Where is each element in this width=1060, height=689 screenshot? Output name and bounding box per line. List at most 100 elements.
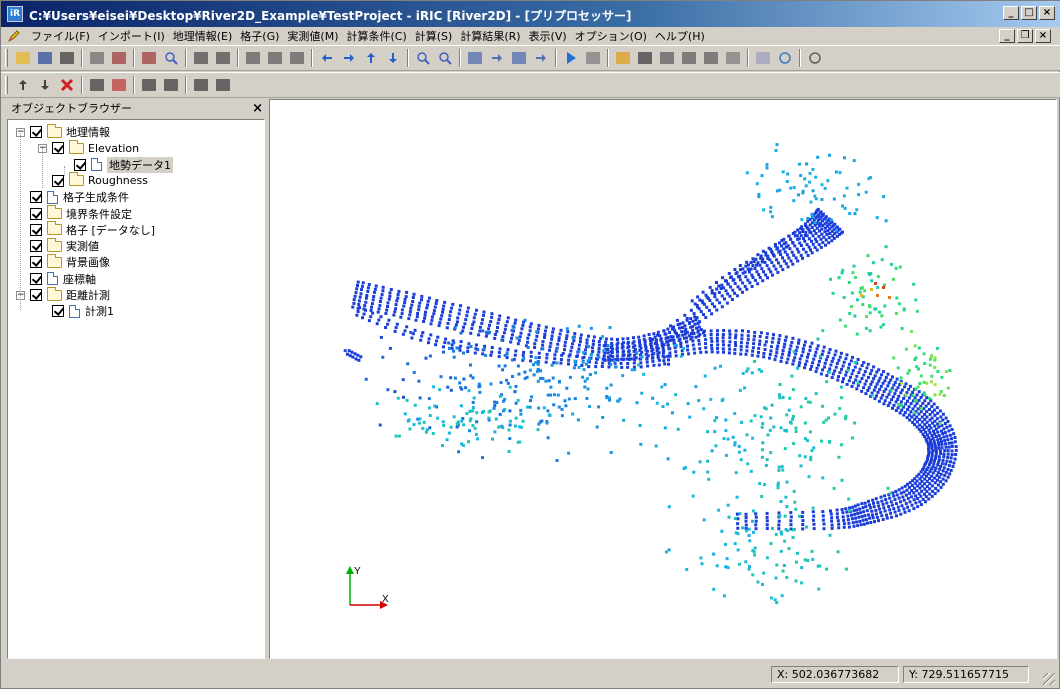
maximize-button[interactable]: □ [1021,6,1037,20]
toolbar-grip[interactable] [5,49,8,67]
remove-line-icon[interactable] [213,75,233,95]
tree-item[interactable]: 格子生成条件 [16,189,129,205]
move-down-icon[interactable] [35,75,55,95]
zoom-fit-icon[interactable] [161,48,181,68]
visibility-checkbox[interactable] [30,289,42,301]
settings-icon[interactable] [775,48,795,68]
tree-item[interactable]: − Elevation [38,139,139,156]
toolbar-grip[interactable] [5,76,8,94]
zoom-in-icon[interactable] [413,48,433,68]
visibility-checkbox[interactable] [52,174,64,187]
visibility-checkbox[interactable] [52,305,64,318]
rotate-x-icon[interactable] [243,48,263,68]
minimize-button[interactable]: _ [1003,6,1019,20]
select-point-icon[interactable] [87,75,107,95]
zoom-out-icon[interactable] [435,48,455,68]
elevation-point-cloud[interactable]: YX [270,100,1056,658]
resize-grip[interactable] [1043,673,1055,685]
menu-file[interactable]: ファイル(F) [31,30,90,43]
elevation-point [487,418,491,422]
tree-item[interactable]: − 地理情報 [16,123,110,140]
menu-help[interactable]: ヘルプ(H) [654,30,705,43]
menu-calc-result[interactable]: 計算結果(R) [460,30,521,43]
narrow-h-icon[interactable] [487,48,507,68]
pan-left-icon[interactable] [317,48,337,68]
delete-icon[interactable] [57,75,77,95]
tree-item[interactable]: 実測値 [16,237,99,254]
axis-xy-icon[interactable] [213,48,233,68]
child-minimize-button[interactable]: _ [999,29,1015,43]
close-button[interactable]: × [1039,6,1055,20]
child-close-button[interactable]: × [1035,29,1051,43]
visibility-checkbox[interactable] [30,191,42,204]
narrow-v-icon[interactable] [531,48,551,68]
redo-icon[interactable] [139,48,159,68]
elevation-point [950,437,953,441]
pan-up-icon[interactable] [361,48,381,68]
pencil-icon[interactable] [613,48,633,68]
elevation-point [754,519,758,523]
tree-item[interactable]: 計測1 [38,303,114,319]
tree-item[interactable]: 地勢データ1 [60,156,173,173]
rotate-z-icon[interactable] [287,48,307,68]
tree-item[interactable]: 背景画像 [16,253,110,270]
stop-icon[interactable] [583,48,603,68]
visibility-checkbox[interactable] [30,240,42,253]
menu-geo-data[interactable]: 地理情報(E) [172,30,233,43]
undo-icon[interactable] [109,48,129,68]
elevation-point [814,197,818,201]
menu-simulation[interactable]: 計算(S) [414,30,453,43]
tree-item[interactable]: 境界条件設定 [16,205,132,222]
pan-right-icon[interactable] [339,48,359,68]
menu-import[interactable]: インポート(I) [97,30,165,43]
select-area-icon[interactable] [161,75,181,95]
menu-measured-values[interactable]: 実測値(M) [287,30,339,43]
tree-item[interactable]: − 距離計測 [16,286,110,303]
camera-icon[interactable] [57,48,77,68]
tree-item[interactable]: 座標軸 [16,271,96,287]
menu-grid[interactable]: 格子(G) [240,30,280,43]
dock-close-button[interactable]: × [252,100,263,116]
select-node-icon[interactable] [139,75,159,95]
visibility-checkbox[interactable] [52,142,64,155]
select-polygon-icon[interactable] [109,75,129,95]
elevation-point [695,326,698,330]
tree-item[interactable]: 格子 [データなし] [16,221,155,238]
title-bar[interactable]: iR C:¥Users¥eisei¥Desktop¥River2D_Exampl… [1,1,1060,27]
mouse-icon[interactable] [805,48,825,68]
widen-v-icon[interactable] [509,48,529,68]
3d-view-icon[interactable] [701,48,721,68]
visibility-checkbox[interactable] [30,256,42,269]
tree-item[interactable]: Roughness [38,172,148,189]
elevation-point [925,433,929,437]
iric-app-icon[interactable]: iR [7,6,23,22]
elevation-point [925,490,929,493]
2d-view-icon[interactable] [657,48,677,68]
menu-option[interactable]: オプション(O) [574,30,647,43]
run-icon[interactable] [561,48,581,68]
2d-result-icon[interactable] [679,48,699,68]
grid-icon[interactable] [635,48,655,68]
open-folder-icon[interactable] [13,48,33,68]
print-icon[interactable] [87,48,107,68]
elevation-point [806,559,810,562]
save-icon[interactable] [35,48,55,68]
add-line-icon[interactable] [191,75,211,95]
child-restore-button[interactable]: ❐ [1017,29,1033,43]
axis-x-icon[interactable] [191,48,211,68]
rotate-y-icon[interactable] [265,48,285,68]
pan-down-icon[interactable] [383,48,403,68]
visibility-checkbox[interactable] [30,207,42,220]
move-up-icon[interactable] [13,75,33,95]
chart-icon[interactable] [753,48,773,68]
graph-icon[interactable] [723,48,743,68]
visibility-checkbox[interactable] [30,272,42,285]
visibility-checkbox[interactable] [30,126,42,138]
menu-view[interactable]: 表示(V) [528,30,567,43]
visibility-checkbox[interactable] [74,158,86,171]
preprocessor-pencil-icon[interactable] [7,29,21,43]
visibility-checkbox[interactable] [30,223,42,236]
widen-h-icon[interactable] [465,48,485,68]
menu-calc-condition[interactable]: 計算条件(C) [346,30,407,43]
